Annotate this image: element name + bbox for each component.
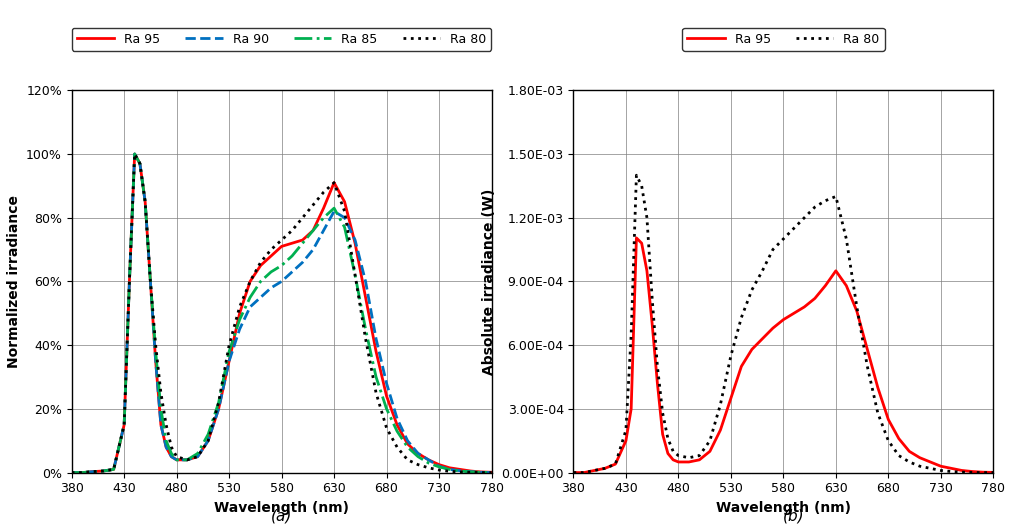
Text: (a): (a) xyxy=(271,508,292,524)
X-axis label: Wavelength (nm): Wavelength (nm) xyxy=(716,501,851,515)
Text: (b): (b) xyxy=(782,508,805,524)
Y-axis label: Normalized irradiance: Normalized irradiance xyxy=(6,195,20,368)
X-axis label: Wavelength (nm): Wavelength (nm) xyxy=(214,501,349,515)
Legend: Ra 95, Ra 80: Ra 95, Ra 80 xyxy=(682,28,885,50)
Y-axis label: Absolute irradiance (W): Absolute irradiance (W) xyxy=(481,189,496,374)
Legend: Ra 95, Ra 90, Ra 85, Ra 80: Ra 95, Ra 90, Ra 85, Ra 80 xyxy=(72,28,492,50)
